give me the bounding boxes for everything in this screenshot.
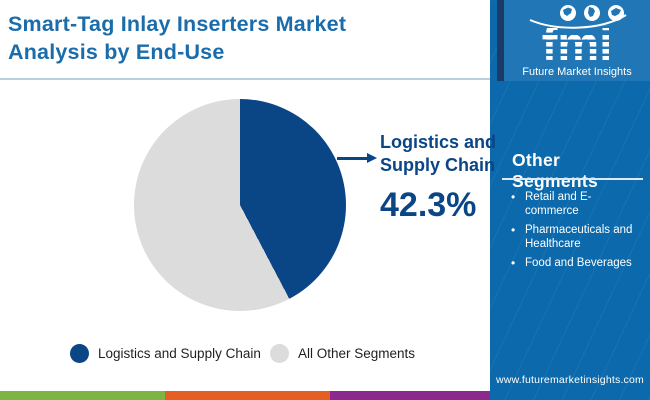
header-divider <box>0 78 497 80</box>
other-segments-heading: Other Segments <box>512 150 599 191</box>
legend-swatch <box>270 344 289 363</box>
logo-swoosh <box>529 14 627 29</box>
page-title-line-2: Analysis by End-Use <box>8 40 225 64</box>
sidebar-divider <box>502 178 643 180</box>
callout-arrow-icon <box>337 152 377 164</box>
callout-label: Logistics and Supply Chain <box>380 132 497 175</box>
other-segments-list: Retail and E-commerce Pharmaceuticals an… <box>510 190 638 275</box>
list-item: Food and Beverages <box>510 256 634 270</box>
page-title-line-1: Smart-Tag Inlay Inserters Market <box>8 12 347 36</box>
website-link[interactable]: www.futuremarketinsights.com <box>496 374 644 386</box>
footer-stripe-orange <box>165 391 330 400</box>
logo-name: Future Market Insights <box>522 66 632 78</box>
legend-item: All Other Segments <box>270 344 415 363</box>
callout-value: 42.3% <box>380 186 477 224</box>
list-item: Retail and E-commerce <box>510 190 634 218</box>
fmi-logo: fmi Future Market Insights <box>497 0 650 81</box>
globe-americas-icon <box>560 5 576 21</box>
globe-europe-africa-icon <box>584 5 600 21</box>
legend-swatch <box>70 344 89 363</box>
globe-asia-pacific-icon <box>608 5 624 21</box>
footer-stripe-purple <box>330 391 490 400</box>
fmi-logo-graphic: fmi Future Market Insights <box>522 5 632 78</box>
legend-item: Logistics and Supply Chain <box>70 344 261 363</box>
legend-label: Logistics and Supply Chain <box>98 346 261 361</box>
pie-chart <box>134 99 346 311</box>
logo-acronym: fmi <box>542 17 613 70</box>
right-sidebar: fmi Future Market Insights Other Segment… <box>490 0 650 400</box>
page-title: Smart-Tag Inlay Inserters Market Analysi… <box>8 10 488 66</box>
footer-stripe-green <box>0 391 165 400</box>
legend-label: All Other Segments <box>298 346 416 361</box>
list-item: Pharmaceuticals and Healthcare <box>510 223 634 251</box>
